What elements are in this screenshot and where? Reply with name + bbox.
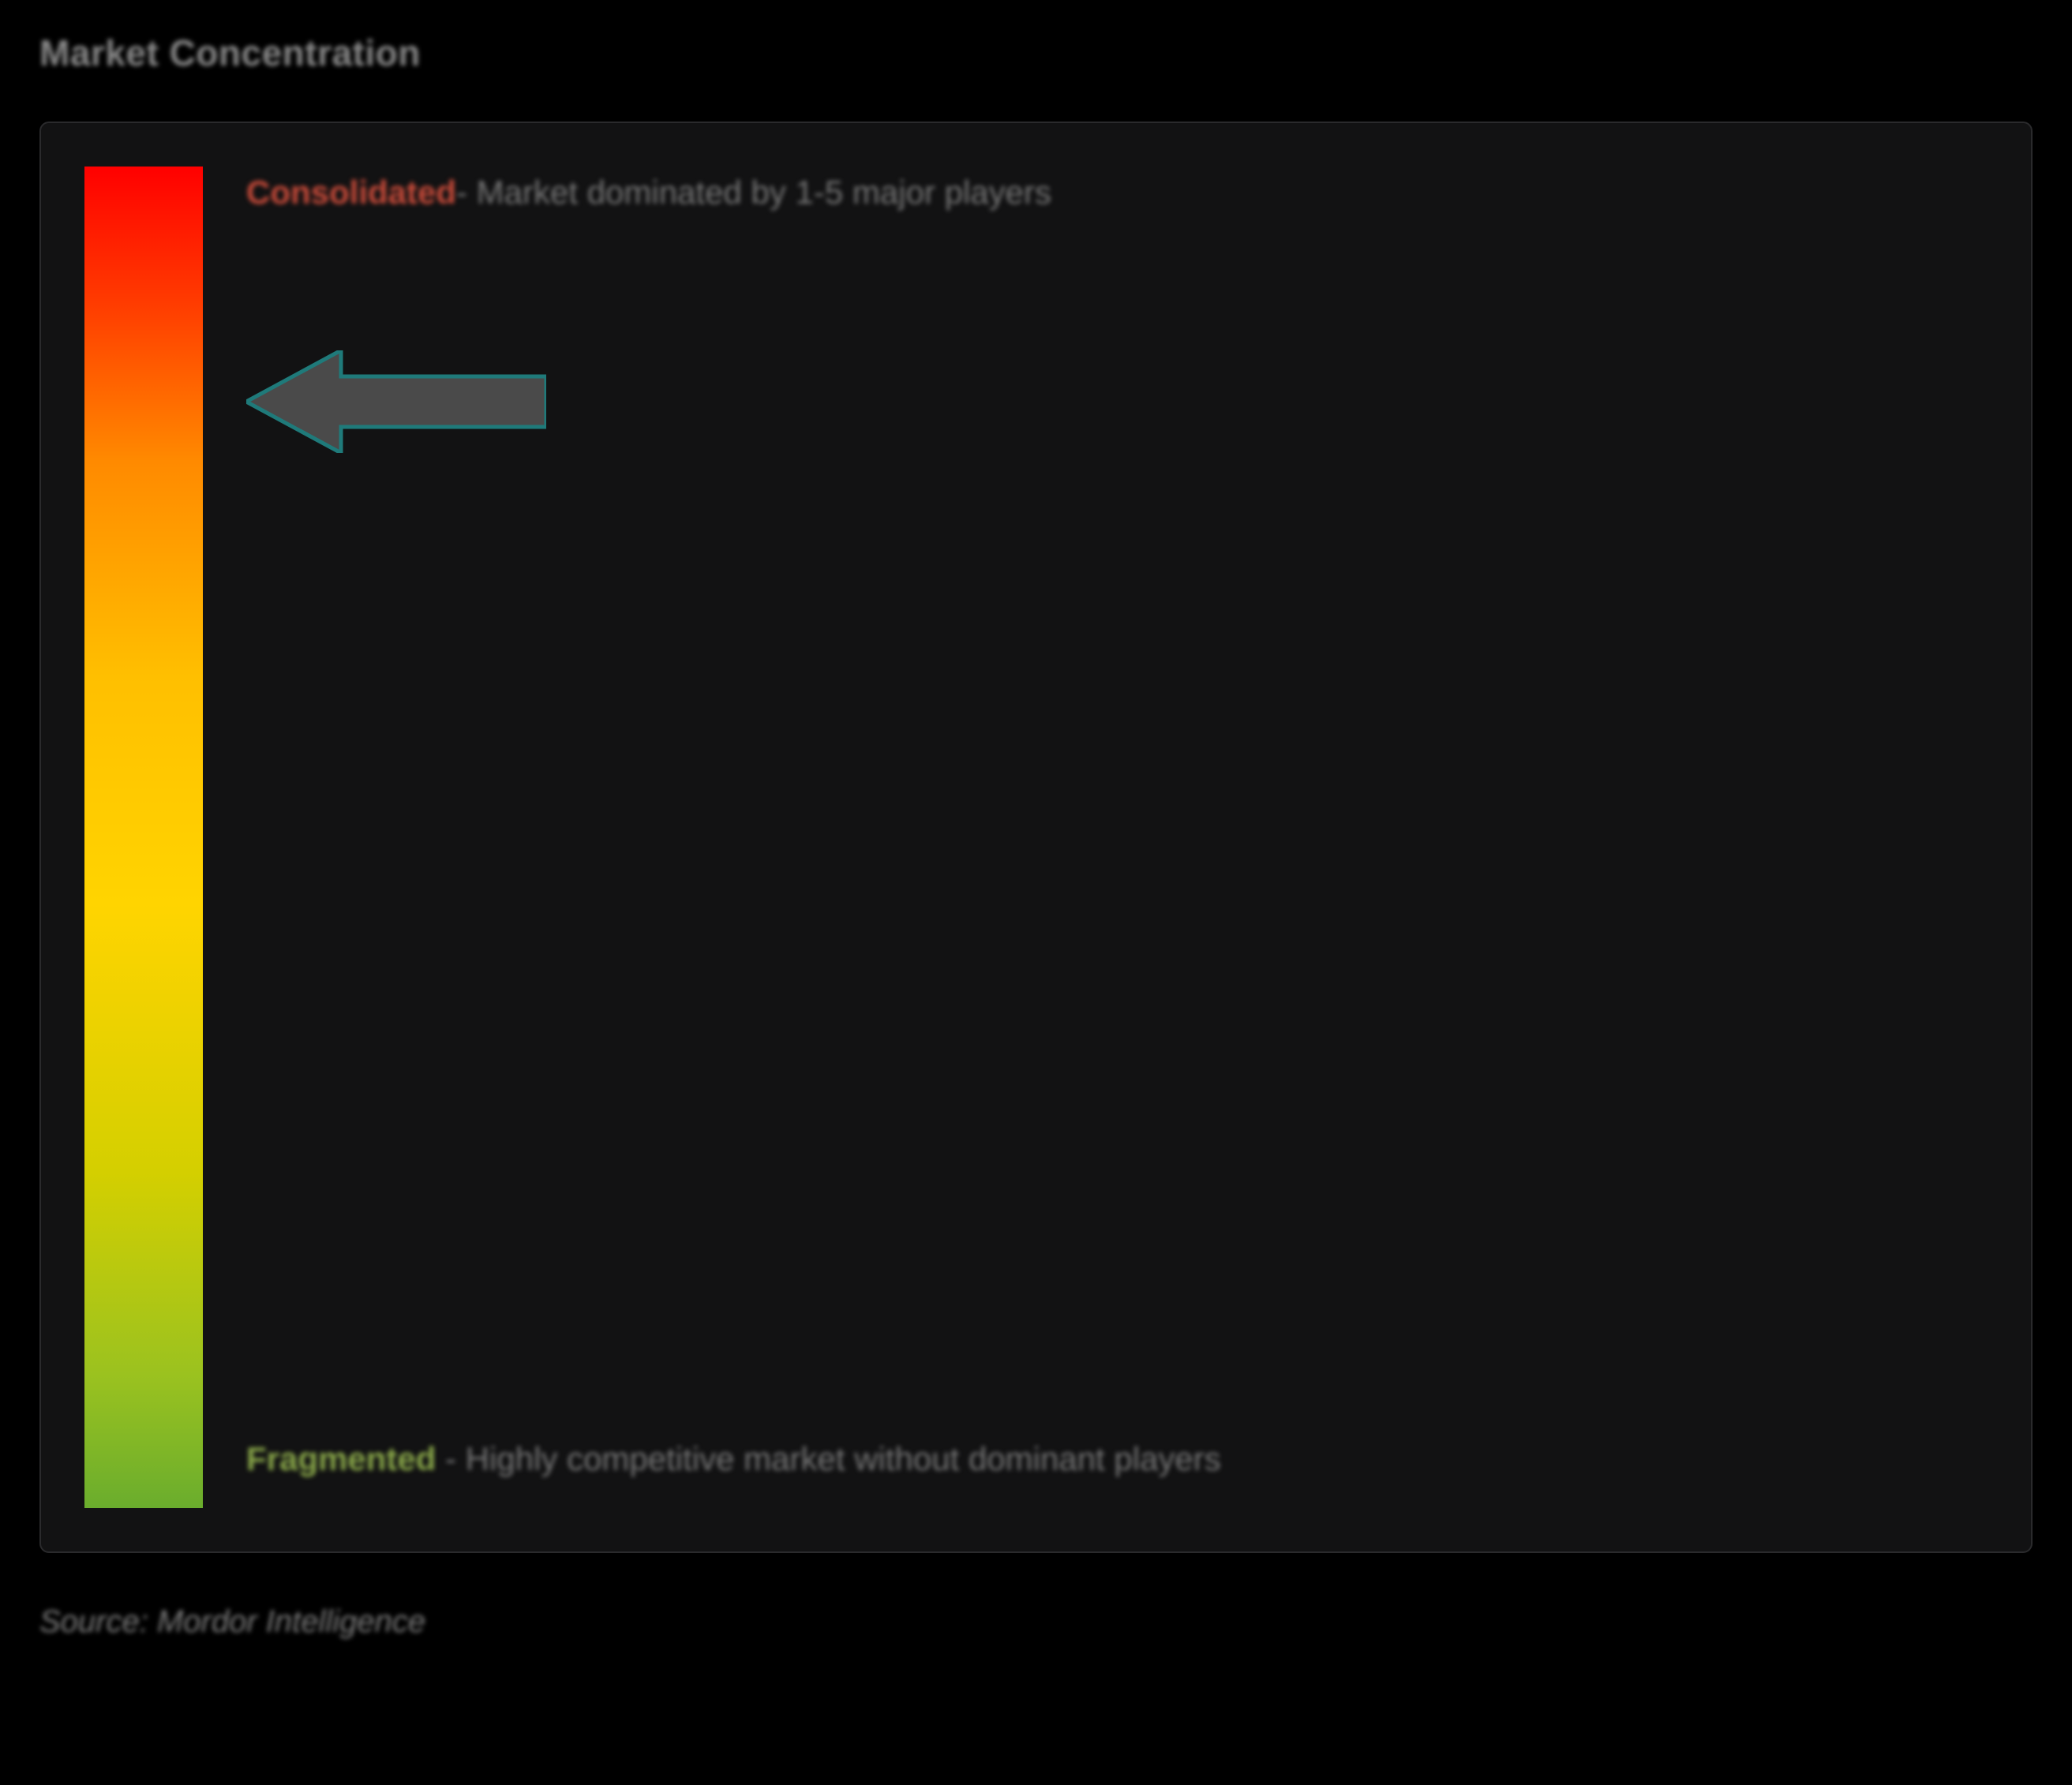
fragmented-desc: - Highly competitive market without domi…: [436, 1440, 1220, 1477]
source-text: Source: Mordor Intelligence: [39, 1604, 2033, 1640]
consolidated-key: Consolidated: [246, 174, 456, 211]
scale-wrap: Consolidated- Market dominated by 1-5 ma…: [84, 167, 1988, 1508]
labels-area: Consolidated- Market dominated by 1-5 ma…: [246, 167, 1988, 1508]
fragmented-key: Fragmented: [246, 1440, 436, 1477]
position-arrow: [246, 350, 546, 453]
concentration-card: Consolidated- Market dominated by 1-5 ma…: [39, 122, 2033, 1553]
gradient-scale-bar: [84, 167, 203, 1508]
fragmented-text: Fragmented - Highly competitive market w…: [246, 1433, 1988, 1484]
chart-title: Market Concentration: [39, 32, 2033, 74]
arrow-left-icon: [246, 350, 546, 453]
consolidated-label-row: Consolidated- Market dominated by 1-5 ma…: [246, 167, 1988, 218]
chart-container: Market Concentration Consolidated- Marke…: [39, 32, 2033, 1640]
consolidated-desc: - Market dominated by 1-5 major players: [456, 174, 1051, 211]
consolidated-text: Consolidated- Market dominated by 1-5 ma…: [246, 167, 1988, 218]
fragmented-label-row: Fragmented - Highly competitive market w…: [246, 1433, 1988, 1484]
